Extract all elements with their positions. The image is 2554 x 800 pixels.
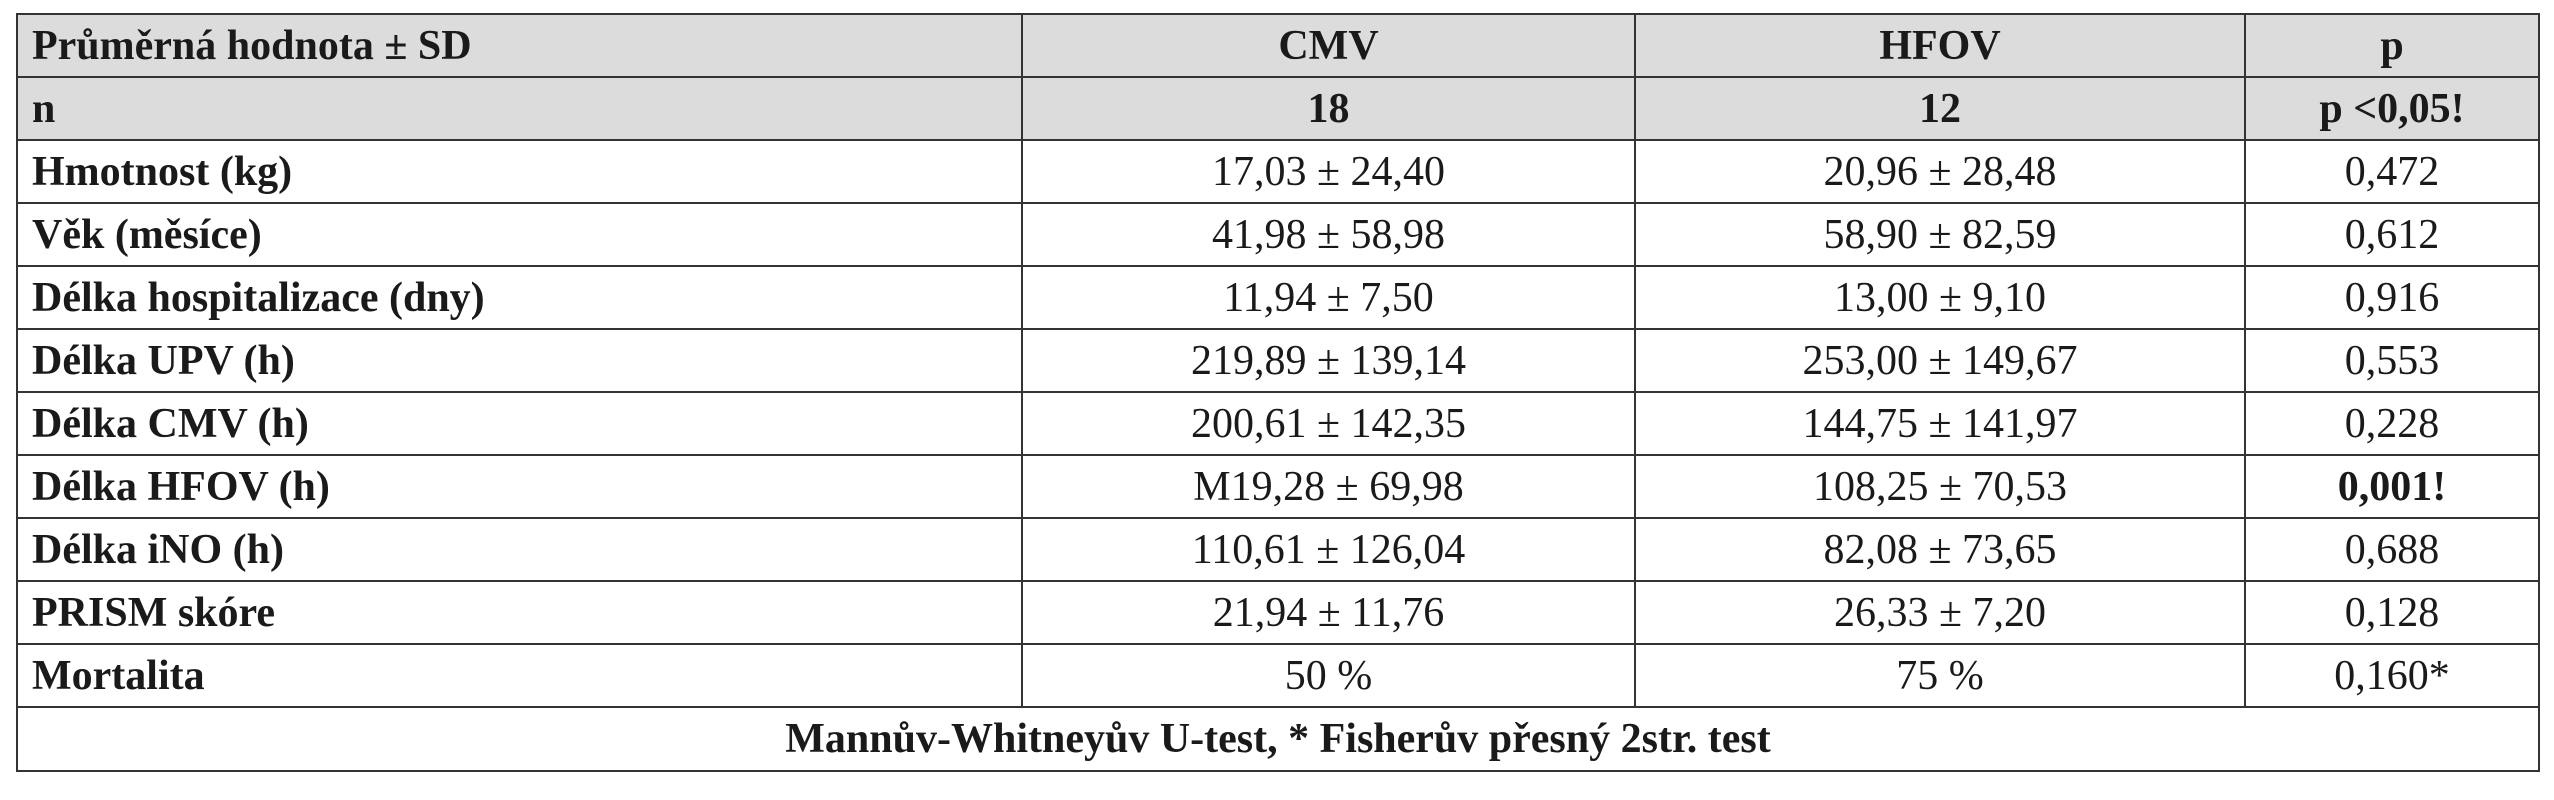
table-cell: 13,00 ± 9,10	[1634, 265, 2246, 330]
row-label: Hmotnost (kg)	[16, 139, 1023, 204]
row-label: Délka HFOV (h)	[16, 454, 1023, 519]
table-row: Délka iNO (h) 110,61 ± 126,04 82,08 ± 73,6…	[16, 517, 2540, 582]
header-cell: n	[16, 76, 1023, 141]
table-row: Hmotnost (kg) 17,03 ± 24,40 20,96 ± 28,48 0…	[16, 139, 2540, 204]
table-cell: 200,61 ± 142,35	[1021, 391, 1636, 456]
table-cell: 41,98 ± 58,98	[1021, 202, 1636, 267]
row-label: Délka iNO (h)	[16, 517, 1023, 582]
header-cell: p	[2244, 13, 2540, 78]
table-cell: 17,03 ± 24,40	[1021, 139, 1636, 204]
table-cell: 11,94 ± 7,50	[1021, 265, 1636, 330]
table-row: Délka hospitalizace (dny) 11,94 ± 7,50 13,…	[16, 265, 2540, 330]
table-cell: 0,688	[2244, 517, 2540, 582]
table-body: Hmotnost (kg) 17,03 ± 24,40 20,96 ± 28,48 0…	[16, 139, 2540, 708]
row-label: PRISM skóre	[16, 580, 1023, 645]
table-cell: 0,001!	[2244, 454, 2540, 519]
table-row: Délka UPV (h) 219,89 ± 139,14 253,00 ± 149…	[16, 328, 2540, 393]
header-cell: CMV	[1021, 13, 1636, 78]
table-cell: M19,28 ± 69,98	[1021, 454, 1636, 519]
table-cell: 0,916	[2244, 265, 2540, 330]
footnote: Mannův-Whitneyův U-test, * Fisherův přes…	[16, 706, 2540, 772]
header-cell: p <0,05!	[2244, 76, 2540, 141]
table-cell: 75 %	[1634, 643, 2246, 708]
header-cell: Průměrná hodnota ± SD	[16, 13, 1023, 78]
table-row: Délka CMV (h) 200,61 ± 142,35 144,75 ± 141…	[16, 391, 2540, 456]
table-cell: 20,96 ± 28,48	[1634, 139, 2246, 204]
table-cell: 50 %	[1021, 643, 1636, 708]
table-row: PRISM skóre 21,94 ± 11,76 26,33 ± 7,20 0,12…	[16, 580, 2540, 645]
table-row: Délka HFOV (h) M19,28 ± 69,98 108,25 ± 70,…	[16, 454, 2540, 519]
table-cell: 253,00 ± 149,67	[1634, 328, 2246, 393]
table-cell: 0,128	[2244, 580, 2540, 645]
table-cell: 0,228	[2244, 391, 2540, 456]
row-label: Délka UPV (h)	[16, 328, 1023, 393]
row-label: Délka hospitalizace (dny)	[16, 265, 1023, 330]
table-cell: 21,94 ± 11,76	[1021, 580, 1636, 645]
table-cell: 0,553	[2244, 328, 2540, 393]
table-row: Mortalita 50 % 75 % 0,160*	[16, 643, 2540, 708]
table-cell: 82,08 ± 73,65	[1634, 517, 2246, 582]
data-table: Průměrná hodnota ± SD CMV HFOV p n 18 12…	[16, 13, 2540, 772]
table-cell: 58,90 ± 82,59	[1634, 202, 2246, 267]
table-cell: 26,33 ± 7,20	[1634, 580, 2246, 645]
header-cell: 12	[1634, 76, 2246, 141]
header-cell: HFOV	[1634, 13, 2246, 78]
table-cell: 0,160*	[2244, 643, 2540, 708]
header-cell: 18	[1021, 76, 1636, 141]
table-cell: 0,612	[2244, 202, 2540, 267]
table-cell: 219,89 ± 139,14	[1021, 328, 1636, 393]
table-cell: 110,61 ± 126,04	[1021, 517, 1636, 582]
table-row: Věk (měsíce) 41,98 ± 58,98 58,90 ± 82,59 0,…	[16, 202, 2540, 267]
header-row: Průměrná hodnota ± SD CMV HFOV p	[16, 13, 2540, 78]
footer-row: Mannův-Whitneyův U-test, * Fisherův přes…	[16, 706, 2540, 772]
table-cell: 144,75 ± 141,97	[1634, 391, 2246, 456]
n-row: n 18 12 p <0,05!	[16, 76, 2540, 141]
row-label: Délka CMV (h)	[16, 391, 1023, 456]
row-label: Věk (měsíce)	[16, 202, 1023, 267]
table-cell: 108,25 ± 70,53	[1634, 454, 2246, 519]
table-cell: 0,472	[2244, 139, 2540, 204]
row-label: Mortalita	[16, 643, 1023, 708]
